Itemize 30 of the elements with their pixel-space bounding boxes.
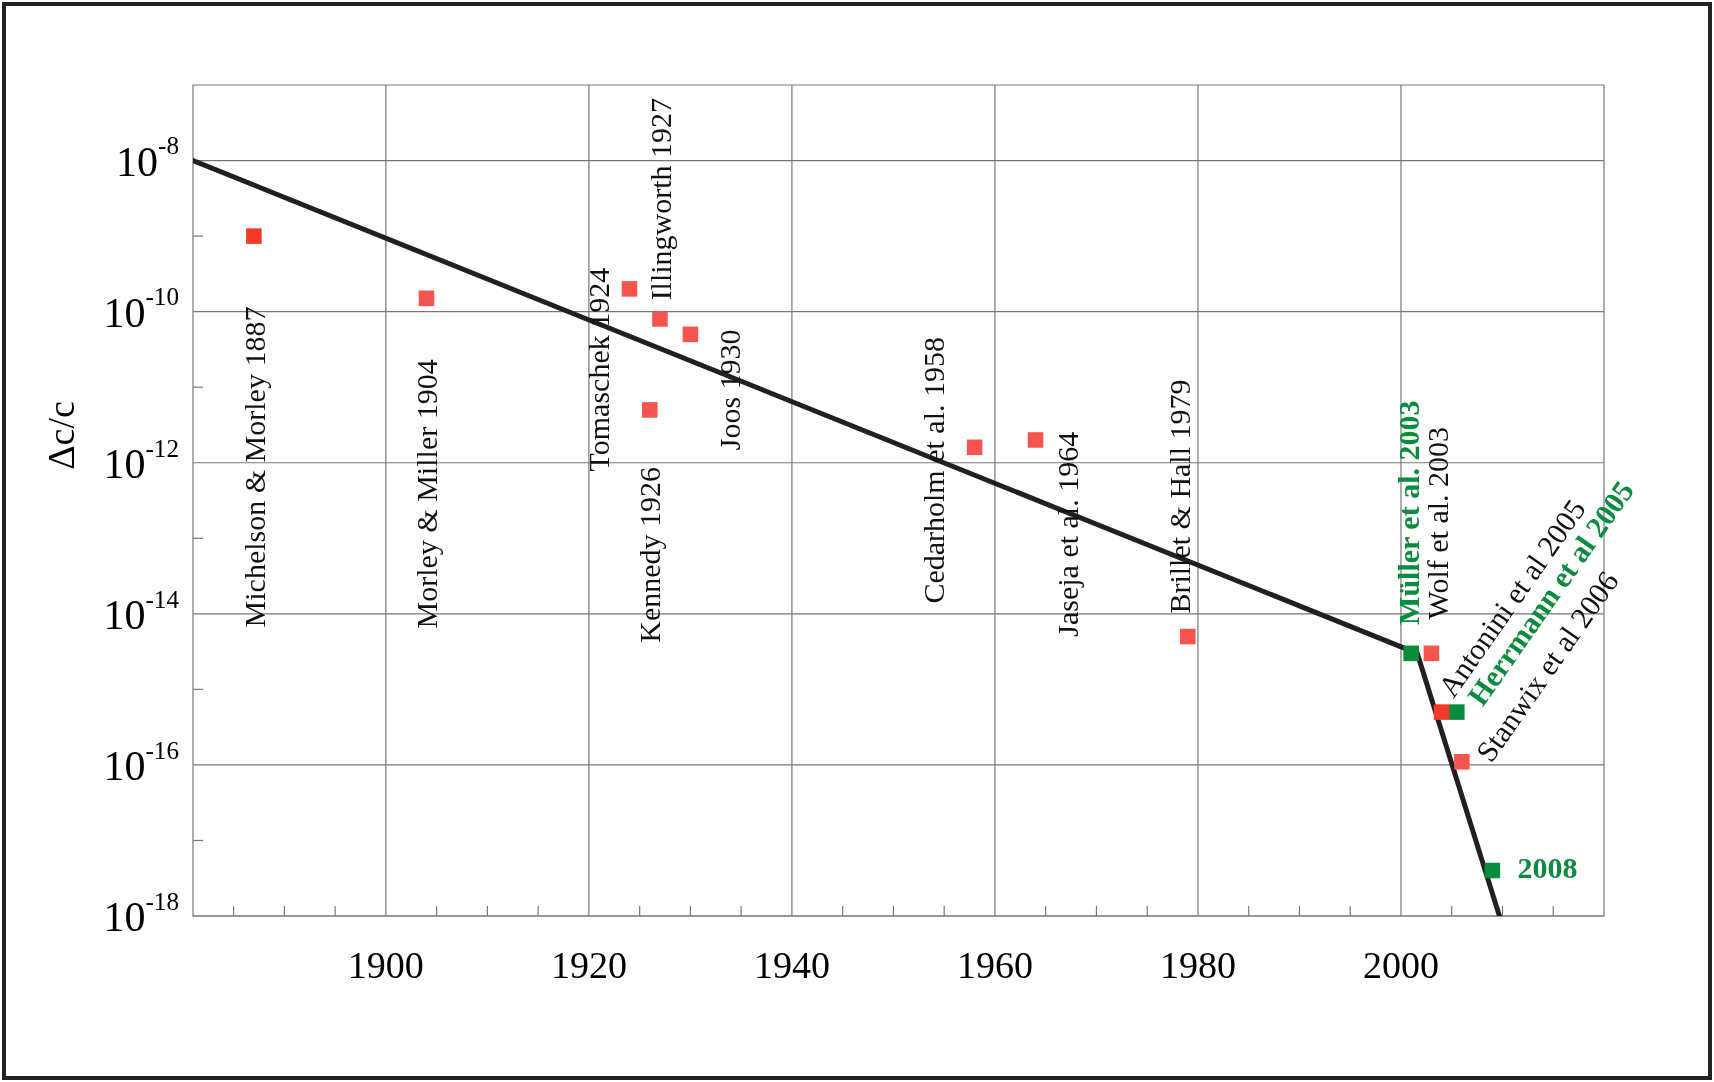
x-tick-label: 1940 (753, 943, 830, 986)
series-label: 2008 (1517, 851, 1578, 885)
point (418, 290, 435, 307)
point (1433, 704, 1450, 720)
point (246, 228, 262, 244)
x-tick-label: 1980 (1159, 943, 1236, 986)
point (682, 326, 699, 343)
text: Michelson & Morley 1887 (238, 306, 272, 628)
text: Müller et al. 2003 (1391, 400, 1425, 625)
text: Illingworth 1927 (644, 97, 678, 301)
point (1454, 754, 1470, 770)
text: Brillet & Hall 1979 (1163, 379, 1197, 614)
x-tick-label: 1900 (347, 943, 424, 986)
point (1423, 645, 1440, 662)
text: Kennedy 1926 (632, 466, 666, 643)
text: Morley & Miller 1904 (409, 359, 443, 629)
x-tick-label: 1920 (550, 943, 627, 986)
point (966, 439, 983, 456)
point (1027, 432, 1044, 448)
point (1180, 628, 1196, 645)
point (1403, 645, 1419, 662)
x-tick-label: 2000 (1362, 943, 1439, 986)
point (1449, 704, 1465, 720)
point (1484, 862, 1501, 879)
point (642, 402, 658, 418)
x-tick-label: 1960 (956, 943, 1033, 986)
text: Tomaschek 1924 (581, 267, 615, 472)
y-axis-title: Δc/c (39, 401, 82, 470)
point (621, 281, 638, 297)
point (652, 311, 668, 327)
